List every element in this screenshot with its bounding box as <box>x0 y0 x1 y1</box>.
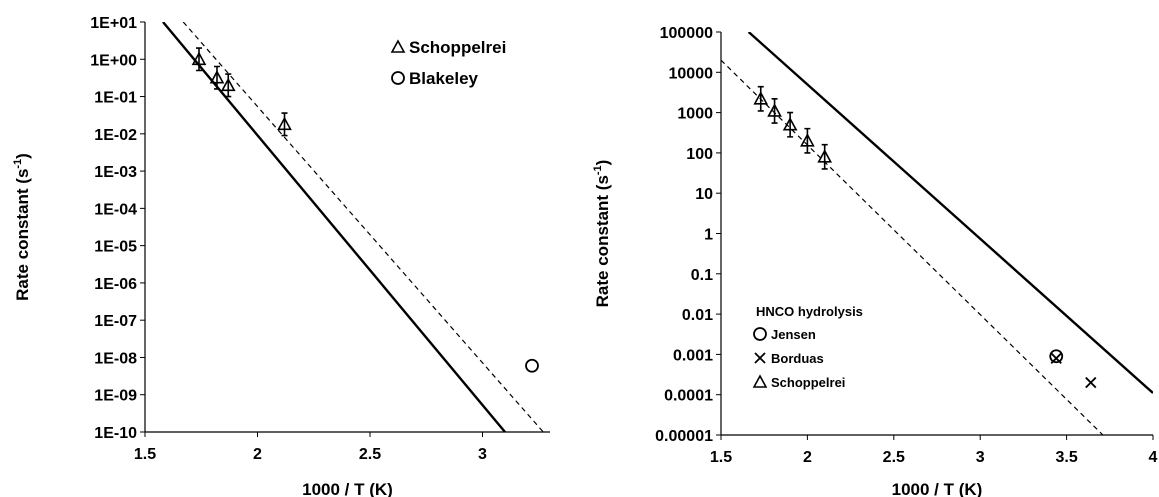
y-tick-label: 1 <box>704 227 713 244</box>
y-axis-label-superscript: -1 <box>12 159 24 169</box>
schoppelrei-point <box>800 133 815 147</box>
blakeley-point <box>525 358 539 373</box>
legend-title: HNCO hydrolysis <box>756 304 863 319</box>
y-axis-label-main: Rate constant (s <box>13 169 32 301</box>
y-tick-label: 100000 <box>660 25 713 42</box>
x-tick-label: 1.5 <box>710 449 732 466</box>
x-tick-label: 1.5 <box>134 446 156 463</box>
solid-fit-line <box>162 22 506 432</box>
borduas-legend-marker <box>754 352 766 364</box>
right-chart-panel: 0.00001 0.0001 0.001 0.01 0.1 1 10 100 1000 10000… <box>592 25 1158 497</box>
schoppelrei-point <box>753 91 769 105</box>
schoppelrei-point <box>191 51 207 66</box>
legend: Schoppelrei Blakeley <box>390 38 506 88</box>
legend-label: Schoppelrei <box>409 38 506 57</box>
jensen-point <box>1049 349 1064 364</box>
x-tick-label: 3 <box>478 446 487 463</box>
y-tick-label: 1E-07 <box>94 313 137 330</box>
y-axis-label: Rate constant (s-1) <box>592 160 612 308</box>
schoppelrei-point <box>782 117 798 131</box>
borduas-point <box>1050 352 1062 364</box>
schoppelrei-error-bar <box>225 73 232 98</box>
y-tick-label: 1000 <box>677 106 713 123</box>
y-tick-label: 1E-04 <box>94 201 137 218</box>
legend-label: Jensen <box>771 327 816 342</box>
schoppelrei-error-bar <box>771 98 778 124</box>
schoppelrei-error-bar <box>281 112 288 137</box>
y-axis-label-main: Rate constant (s <box>593 175 612 307</box>
y-tick-label: 1E+00 <box>90 52 137 69</box>
dashed-fit-line <box>721 59 1104 435</box>
x-tick-label: 2.5 <box>359 446 381 463</box>
schoppelrei-error-bar <box>757 85 764 112</box>
y-tick-label: 1E-10 <box>94 425 137 442</box>
x-tick-label: 3 <box>976 449 985 466</box>
y-tick-label: 1E-08 <box>94 350 137 367</box>
y-tick-label: 1E-01 <box>94 90 137 107</box>
schoppelrei-point <box>209 70 225 84</box>
legend-label: Schoppelrei <box>771 375 845 390</box>
solid-fit-line <box>747 32 1153 394</box>
y-tick-label: 0.01 <box>682 307 713 324</box>
y-axis-label-superscript: -1 <box>592 165 604 175</box>
schoppelrei-point <box>277 116 292 131</box>
x-tick-label: 3.5 <box>1055 449 1077 466</box>
x-axis-label: 1000 / T (K) <box>302 480 393 497</box>
y-axis-label-close: ) <box>13 153 32 159</box>
y-tick-label: 0.0001 <box>664 388 713 405</box>
y-tick-label: 1E-09 <box>94 388 137 405</box>
jensen-legend-marker <box>753 327 767 341</box>
schoppelrei-error-bar <box>804 127 811 154</box>
y-tick-label: 1E-02 <box>94 127 137 144</box>
borduas-point <box>1085 376 1097 389</box>
y-tick-label: 100 <box>686 146 713 163</box>
legend: HNCO hydrolysis Jensen Borduas Schoppelrei <box>752 304 863 390</box>
schoppelrei-error-bar <box>787 111 794 138</box>
schoppelrei-point <box>220 77 236 92</box>
schoppelrei-legend-marker <box>752 374 768 388</box>
legend-label: Borduas <box>771 351 824 366</box>
blakeley-legend-marker <box>391 71 405 85</box>
y-tick-label: 1E-03 <box>94 164 137 181</box>
left-chart-panel: 1E-10 1E-09 1E-08 1E-07 1E-06 1E-05 1E-04 1E-03… <box>12 15 550 497</box>
schoppelrei-error-bar <box>821 143 828 170</box>
schoppelrei-point <box>817 149 833 163</box>
y-tick-label: 0.001 <box>673 347 713 364</box>
schoppelrei-point <box>767 103 782 117</box>
y-tick-label: 1E+01 <box>90 15 137 32</box>
x-tick-label: 2.5 <box>883 449 905 466</box>
y-axis-label: Rate constant (s-1) <box>12 153 32 301</box>
legend-label: Blakeley <box>409 69 479 88</box>
y-tick-label: 10 <box>695 186 713 203</box>
x-tick-label: 4 <box>1149 449 1158 466</box>
y-tick-label: 10000 <box>669 65 714 82</box>
y-tick-label: 1E-05 <box>94 239 137 256</box>
y-tick-label: 1E-06 <box>94 276 137 293</box>
x-tick-label: 2 <box>803 449 812 466</box>
x-tick-label: 2 <box>253 446 262 463</box>
dashed-fit-line <box>182 22 544 432</box>
y-axis-label-close: ) <box>593 160 612 166</box>
schoppelrei-legend-marker <box>390 39 406 53</box>
y-tick-label: 0.1 <box>691 267 713 284</box>
y-tick-label: 0.00001 <box>655 428 713 445</box>
x-axis-label: 1000 / T (K) <box>892 480 983 497</box>
